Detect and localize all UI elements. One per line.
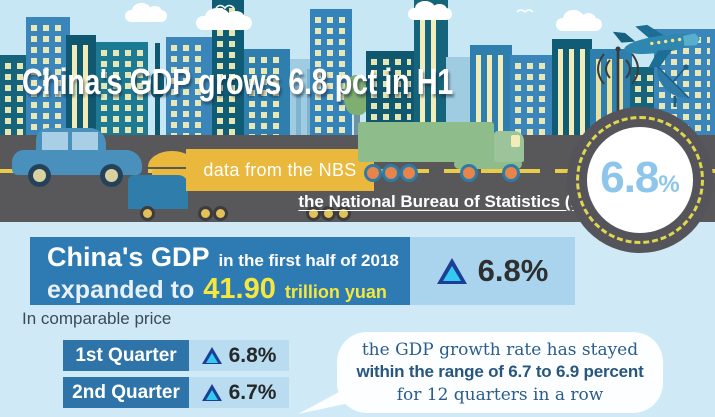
building (26, 17, 70, 135)
building (510, 55, 554, 135)
truck-label: data from the NBS (203, 159, 357, 180)
wheel (198, 206, 213, 221)
bubble-line-1: the GDP growth rate has stayed (361, 340, 639, 361)
airplane-icon (612, 24, 700, 68)
wheel (400, 164, 418, 182)
up-triangle-icon (201, 347, 222, 364)
speech-bubble: the GDP growth rate has stayed within th… (337, 332, 663, 413)
quarter-2-value-text: 6.7% (228, 380, 277, 404)
gdp-banner: China's GDP in the first half of 2018 ex… (30, 237, 410, 305)
building (244, 49, 290, 135)
banner-lead-rest: in the first half of 2018 (218, 251, 399, 270)
quarter-2-label: 2nd Quarter (63, 377, 189, 408)
building (414, 0, 448, 135)
banner-line2-prefix: expanded to (47, 276, 195, 304)
h1-growth-value: 6.8% (477, 253, 549, 288)
h1-growth-box: 6.8% (410, 237, 575, 305)
bird-icon (215, 4, 235, 10)
cloud (556, 10, 602, 31)
wheel (140, 206, 155, 221)
skyline: China's GDP grows 6.8 pct in H1 (0, 0, 715, 135)
nbs-caption: the National Bureau of Statistics (NBS) (298, 192, 612, 211)
satellite-dish-icon (656, 64, 690, 107)
up-triangle-icon (436, 258, 467, 284)
cloud (125, 2, 167, 22)
building (96, 42, 148, 135)
building (166, 37, 212, 135)
quarter-2-value: 6.7% (189, 377, 289, 408)
cloud (196, 7, 252, 30)
dashed-ring (576, 116, 704, 244)
truck-window (511, 135, 520, 147)
radio-tower-icon (597, 46, 639, 112)
cloud (408, 0, 452, 20)
wheel (382, 164, 400, 182)
quarter-1-value-text: 6.8% (228, 343, 277, 367)
up-triangle-icon (201, 384, 222, 401)
quarter-1-label: 1st Quarter (63, 340, 189, 371)
wheel (100, 164, 123, 187)
building (310, 9, 352, 135)
comparable-price-note: In comparable price (22, 309, 172, 328)
green-truck-illustration (358, 122, 528, 202)
bubble-line-3: for 12 quarters in a row (396, 384, 604, 405)
quarter-1-value: 6.8% (189, 340, 289, 371)
gdp-circle-badge: 6.8 % (567, 107, 713, 253)
bird-icon (516, 9, 534, 14)
wheel (502, 164, 520, 182)
building (552, 39, 592, 135)
wheel (28, 164, 51, 187)
building (66, 35, 96, 135)
wheel (336, 206, 351, 221)
wheel (460, 164, 478, 182)
wheel (364, 164, 382, 182)
building (470, 45, 512, 135)
banner-lead: China's GDP (47, 242, 210, 272)
badge-unit: % (658, 171, 680, 198)
tree (344, 75, 370, 135)
wheel (213, 206, 228, 221)
car-illustration (12, 128, 142, 187)
bubble-line-2: within the range of 6.7 to 6.9 percent (356, 362, 644, 382)
car-window (72, 132, 98, 152)
building (366, 51, 416, 135)
tv-tower-pod (151, 72, 164, 98)
wheel (321, 206, 336, 221)
car-window (42, 132, 68, 152)
banner-amount: 41.90 (203, 273, 276, 305)
wheel (306, 206, 321, 221)
page-title: China's GDP grows 6.8 pct in H1 (22, 61, 453, 102)
badge-value: 6.8 (600, 153, 659, 202)
banner-amount-unit: trillion yuan (284, 282, 387, 302)
nbs-truck-illustration: data from the NBS (126, 143, 374, 221)
